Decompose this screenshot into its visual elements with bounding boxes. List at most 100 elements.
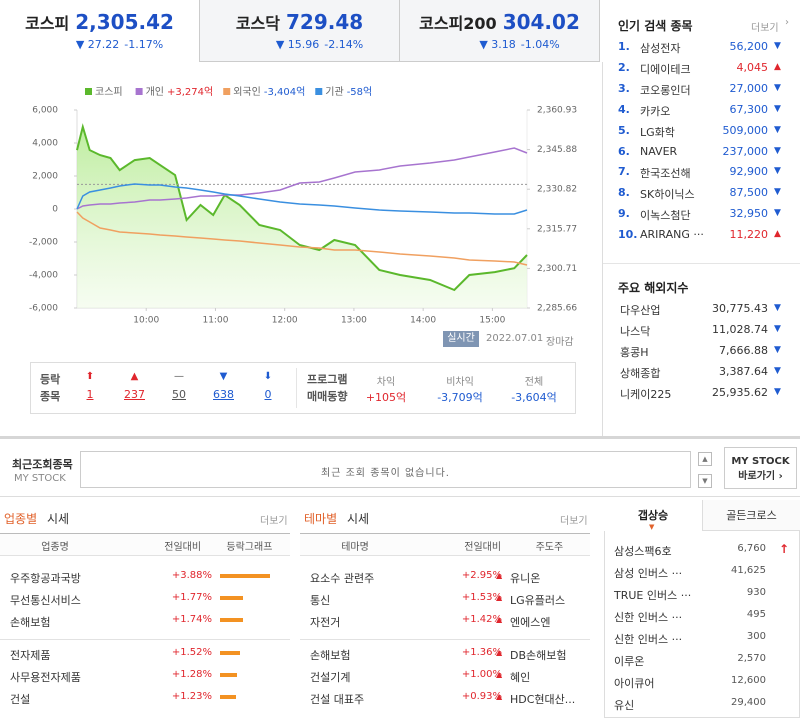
stock-name[interactable]: 이녹스첨단	[640, 209, 691, 223]
table-more[interactable]: 더보기	[260, 516, 288, 527]
index-name[interactable]: 상해종합	[620, 367, 661, 380]
row-name[interactable]: 우주항공과국방	[10, 572, 81, 585]
stats-divider	[296, 368, 297, 408]
stock-name[interactable]: SK하이닉스	[640, 188, 695, 202]
stock-arrow: ▼	[774, 82, 781, 93]
row-leader[interactable]: LG유플러스	[510, 594, 566, 607]
realtime-button[interactable]: 실시간	[443, 331, 479, 347]
row-name[interactable]: 무선통신서비스	[10, 594, 81, 607]
recent-box	[80, 451, 691, 488]
rank: 8.	[618, 186, 630, 200]
index-value: 25,935.62	[712, 386, 768, 399]
row-change: +1.23%	[171, 691, 212, 702]
row-leader[interactable]: 유니온	[510, 572, 541, 585]
stock-arrow: ▼	[774, 103, 781, 114]
index-name[interactable]: 다우산업	[620, 304, 661, 317]
tab-value: 304.02	[502, 10, 580, 34]
table-header-bg	[300, 533, 590, 556]
gap-name[interactable]: TRUE 인버스 ···	[614, 589, 692, 602]
rank: 9.	[618, 207, 630, 221]
gap-name[interactable]: 삼성스팩6호	[614, 545, 672, 558]
row-arrow: ▲	[496, 593, 503, 602]
row-name[interactable]: 건설 대표주	[310, 693, 365, 706]
rank: 4.	[618, 102, 630, 116]
stock-name[interactable]: 삼성전자	[640, 42, 681, 55]
row-change: +1.74%	[171, 614, 212, 625]
y-tick-label: 4,000	[32, 139, 58, 149]
program-value: +105억	[365, 391, 407, 404]
index-tab[interactable]: 코스피200 304.02 ▼ 3.18 -1.04%	[400, 0, 600, 62]
row-leader[interactable]: HDC현대산...	[510, 693, 576, 706]
gap-name[interactable]: 아이큐어	[614, 677, 655, 690]
breadth-count[interactable]: 237	[124, 388, 145, 401]
gap-price: 300	[746, 631, 766, 642]
row-name[interactable]: 자전거	[310, 616, 341, 629]
breadth-count[interactable]: 638	[213, 388, 234, 401]
row-name[interactable]: 손해보험	[10, 616, 51, 629]
stock-name[interactable]: 카카오	[640, 104, 671, 118]
index-name[interactable]: 홍콩H	[620, 346, 649, 359]
mystock-button[interactable]: MY STOCK 바로가기 ›	[724, 447, 797, 489]
legend-swatch	[223, 88, 231, 95]
gap-tab[interactable]: 갭상승	[604, 500, 702, 531]
breadth-count[interactable]: 1	[86, 388, 94, 401]
gap-name[interactable]: 신한 인버스 ···	[614, 633, 683, 646]
breadth-count[interactable]: 50	[172, 388, 186, 401]
index-tab[interactable]: 코스피 2,305.42 ▼ 27.22 -1.17%	[0, 0, 200, 62]
gap-tab-marker: ▼	[649, 523, 655, 531]
gap-name[interactable]: 이루온	[614, 655, 645, 668]
series-line	[76, 147, 528, 210]
tab-value: 2,305.42	[75, 10, 174, 34]
row-name[interactable]: 사무용전자제품	[10, 671, 81, 684]
stock-name[interactable]: ARIRANG ···	[640, 228, 704, 242]
table-header: 업종명	[41, 542, 69, 553]
row-leader[interactable]: 혜인	[510, 671, 531, 684]
stock-name[interactable]: LG화학	[640, 125, 675, 139]
row-name[interactable]: 건설기계	[310, 671, 351, 684]
legend-swatch	[135, 88, 143, 95]
popular-more[interactable]: 더보기	[751, 23, 779, 34]
row-name[interactable]: 손해보험	[310, 649, 351, 662]
gap-price: 495	[746, 609, 766, 620]
index-name[interactable]: 나스닥	[620, 325, 651, 338]
stock-price: 4,045	[736, 60, 769, 74]
row-leader[interactable]: 엔에스엔	[510, 616, 551, 629]
stock-arrow: ▲	[774, 229, 781, 240]
tab-change: ▼ 15.96 -2.14%	[200, 38, 399, 51]
row-name[interactable]: 건설	[10, 693, 31, 706]
stock-name[interactable]: 한국조선해	[640, 167, 691, 181]
row-name[interactable]: 요소수 관련주	[310, 572, 375, 585]
breadth-label: 종목	[40, 390, 61, 403]
breadth-icon: ▼	[219, 371, 228, 382]
breadth-icon: ⬇	[263, 371, 273, 382]
index-value: 3,387.64	[719, 365, 768, 378]
tab-change: ▼ 27.22 -1.17%	[0, 38, 199, 51]
row-name[interactable]: 통신	[310, 594, 331, 607]
breadth-count[interactable]: 0	[264, 388, 272, 401]
row-change: +2.95%	[461, 570, 502, 581]
stock-price: 32,950	[729, 207, 769, 221]
index-tab[interactable]: 코스닥 729.48 ▼ 15.96 -2.14%	[200, 0, 400, 62]
table-more[interactable]: 더보기	[560, 516, 588, 527]
scroll-up[interactable]: ▲	[698, 452, 712, 466]
gap-tab[interactable]: 골든크로스	[702, 500, 800, 531]
row-change: +3.88%	[171, 570, 212, 581]
program-label: 매매동향	[307, 390, 348, 403]
gap-name[interactable]: 신한 인버스 ···	[614, 611, 683, 624]
right-panel	[603, 0, 800, 437]
gap-name[interactable]: 삼성 인버스 ···	[614, 567, 683, 580]
row-arrow: ▲	[496, 615, 503, 624]
row-name[interactable]: 전자제품	[10, 649, 51, 662]
table-header: 등락그래프	[226, 542, 273, 553]
stock-name[interactable]: 코오롱인더	[640, 83, 691, 97]
row-leader[interactable]: DB손해보험	[510, 649, 567, 662]
index-name[interactable]: 니케이225	[620, 388, 672, 401]
recent-title: 최근조회종목	[12, 458, 73, 471]
y2-tick-label: 2,315.77	[537, 224, 577, 234]
stock-name[interactable]: 디에이테크	[640, 62, 691, 76]
table-header: 테마명	[341, 542, 369, 553]
table-header: 주도주	[535, 542, 564, 553]
gap-name[interactable]: 유신	[614, 699, 635, 712]
stock-name[interactable]: NAVER	[640, 144, 678, 158]
scroll-down[interactable]: ▼	[698, 474, 712, 488]
